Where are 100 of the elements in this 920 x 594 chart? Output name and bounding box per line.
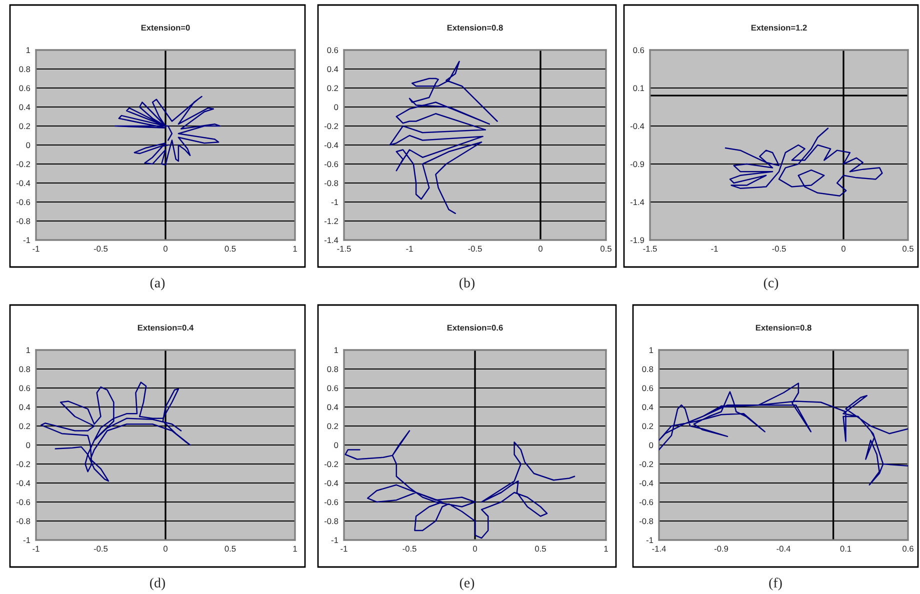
y-tick-label: -0.6: [324, 161, 338, 168]
y-tick-label: -0.6: [639, 499, 654, 506]
y-tick-label: 0.8: [19, 366, 30, 372]
chart-title: Extension=1.2: [751, 24, 807, 31]
x-tick-label: 1: [604, 546, 608, 552]
x-tick-label: 1: [293, 546, 297, 552]
y-tick-label: -1.2: [324, 218, 338, 224]
y-tick-label: -1.9: [630, 237, 644, 244]
y-tick-label: -0.8: [639, 518, 654, 524]
x-tick-label: 0: [473, 546, 477, 552]
y-tick-label: -1: [23, 537, 30, 544]
y-tick-label: -0.6: [16, 499, 30, 506]
x-tick-label: 0.5: [600, 246, 612, 252]
x-tick-label: -1: [32, 246, 40, 252]
y-tick-label: 0: [26, 442, 30, 448]
y-tick-label: 0.2: [327, 85, 338, 92]
x-tick-label: 0: [842, 246, 846, 252]
y-tick-label: -0.4: [324, 480, 338, 486]
chart-title: Extension=0.6: [447, 324, 503, 331]
x-tick-label: -1: [340, 546, 348, 552]
text: (e): [460, 578, 474, 590]
x-tick-label: 0: [538, 246, 542, 252]
x-tick-label: 0: [164, 546, 168, 552]
y-tick-label: -0.8: [324, 518, 338, 524]
y-tick-label: -0.8: [16, 518, 30, 524]
x-tick-label: 0.5: [535, 546, 546, 552]
y-tick-label: 0: [26, 142, 30, 148]
y-tick-label: 0.6: [19, 385, 30, 392]
y-tick-label: 0.4: [19, 404, 30, 410]
y-tick-label: 1: [26, 47, 30, 54]
x-tick-label: 1: [293, 246, 297, 252]
x-tick-label: -0.5: [402, 546, 416, 552]
y-tick-label: 1: [649, 347, 654, 354]
text: (b): [460, 278, 474, 290]
y-tick-label: -0.4: [630, 123, 644, 130]
x-tick-label: -1: [711, 246, 718, 252]
x-tick-label: -0.9: [714, 546, 728, 552]
y-tick-label: -0.2: [639, 461, 654, 468]
x-tick-label: -0.4: [776, 546, 790, 552]
text: (c): [764, 278, 778, 290]
text: (a): [150, 278, 165, 290]
y-tick-label: -0.2: [324, 461, 338, 468]
x-tick-label: 0: [164, 246, 168, 252]
line-series: [724, 128, 883, 197]
y-tick-label: 0.6: [19, 85, 30, 92]
y-tick-label: 1: [26, 347, 30, 354]
y-tick-label: 0.4: [327, 66, 338, 72]
line-series: [344, 430, 576, 539]
y-tick-label: 0.4: [19, 104, 30, 110]
y-tick-label: -0.4: [639, 480, 654, 486]
y-tick-label: -0.6: [324, 499, 338, 506]
chart-title: Extension=0: [141, 24, 190, 31]
y-tick-label: -1: [23, 237, 30, 244]
y-tick-label: 1: [334, 347, 338, 354]
chart-title: Extension=0.8: [756, 324, 812, 331]
y-tick-label: 0.2: [19, 423, 30, 430]
chart-title: Extension=0.4: [138, 324, 194, 331]
x-tick-label: -0.5: [94, 546, 108, 552]
x-tick-label: 0.1: [840, 546, 852, 552]
y-tick-label: 0.2: [327, 423, 338, 430]
y-tick-label: -1: [646, 537, 654, 544]
text: (d): [150, 578, 165, 590]
line-series: [114, 96, 221, 166]
line-series: [389, 60, 498, 214]
y-tick-label: 0.6: [327, 385, 338, 392]
y-tick-label: -1.4: [630, 199, 644, 206]
y-tick-label: -1: [331, 199, 338, 206]
y-tick-label: 0.6: [633, 47, 644, 54]
x-tick-label: 0.5: [902, 246, 914, 252]
y-tick-label: -0.2: [16, 161, 30, 168]
y-tick-label: -0.4: [16, 480, 30, 486]
y-tick-label: 0: [649, 442, 654, 448]
y-tick-label: -0.2: [16, 461, 30, 468]
x-tick-label: -0.5: [772, 246, 786, 252]
y-tick-label: -1.4: [324, 237, 338, 244]
chart-title: Extension=0.8: [447, 24, 503, 31]
y-tick-label: -0.6: [16, 199, 30, 206]
x-tick-label: -1: [32, 546, 40, 552]
y-tick-label: 0.6: [327, 47, 338, 54]
x-tick-label: -0.5: [468, 246, 482, 252]
y-tick-label: 0.8: [642, 366, 654, 372]
y-tick-label: 0.4: [327, 404, 338, 410]
line-series: [659, 382, 908, 486]
y-tick-label: -0.4: [16, 180, 30, 186]
x-tick-label: 0.5: [224, 246, 236, 252]
y-tick-label: -1: [331, 537, 338, 544]
y-tick-label: -0.9: [630, 161, 644, 168]
y-tick-label: 0.8: [19, 66, 30, 72]
text: (f): [769, 578, 782, 590]
x-tick-label: -1.5: [337, 246, 351, 252]
x-tick-label: 0.6: [902, 546, 914, 552]
y-tick-label: 0: [334, 442, 338, 448]
y-tick-label: 0.1: [633, 85, 644, 92]
y-tick-label: -0.2: [324, 123, 338, 130]
y-tick-label: -0.8: [324, 180, 338, 186]
y-tick-label: 0.2: [19, 123, 30, 130]
x-tick-label: -0.5: [94, 246, 108, 252]
line-series: [40, 382, 191, 482]
x-tick-label: 0.5: [224, 546, 236, 552]
x-tick-label: -1.5: [643, 246, 657, 252]
